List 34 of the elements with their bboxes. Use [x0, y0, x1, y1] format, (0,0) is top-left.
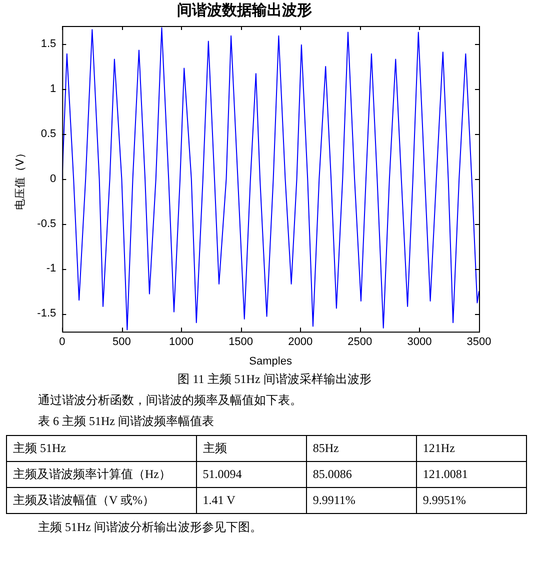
x-tick-label: 0	[59, 336, 66, 348]
x-tick-label: 3000	[407, 336, 432, 348]
text: 表 6 主频 51Hz 间谐波频率幅值表	[38, 414, 215, 429]
x-tick-label: 3500	[466, 336, 492, 348]
y-tick-label: -1.5	[37, 308, 56, 320]
text: 9.9911%	[306, 488, 416, 514]
chart-title: 间谐波数据输出波形	[177, 0, 312, 19]
y-tick-label: 1.5	[40, 38, 56, 50]
text: 85.0086	[306, 462, 416, 488]
text: 主频 51Hz 间谐波分析输出波形参见下图。	[38, 520, 263, 535]
text: 主频及谐波幅值（V 或%）	[6, 488, 196, 514]
text: 主频	[196, 436, 306, 462]
x-tick-label: 500	[112, 336, 131, 348]
x-axis-title: Samples	[249, 355, 292, 368]
x-tick-label: 2000	[288, 336, 313, 348]
text: 121.0081	[416, 462, 526, 488]
caption: 图 11 主频 51Hz 间谐波采样输出波形	[176, 372, 372, 387]
text: 主频及谐波频率计算值（Hz）	[6, 462, 196, 488]
text: 85Hz	[306, 436, 416, 462]
y-axis-title: 电压值（V）	[13, 148, 26, 210]
text: 主频 51Hz	[6, 436, 196, 462]
text: 51.0094	[196, 462, 306, 488]
y-tick-label: 0.5	[40, 128, 56, 140]
y-tick-label: 0	[50, 172, 56, 185]
x-tick-label: 1000	[169, 336, 194, 348]
x-tick-label: 1500	[228, 336, 254, 348]
text: 9.9951%	[416, 488, 526, 514]
text: 121Hz	[416, 436, 526, 462]
y-tick-label: 1	[50, 82, 56, 95]
text: 通过谐波分析函数，间谐波的频率及幅值如下表。	[38, 393, 303, 408]
y-tick-label: -1	[46, 262, 56, 275]
y-tick-label: -0.5	[37, 218, 56, 230]
text: 1.41 V	[196, 488, 306, 514]
x-tick-label: 2500	[348, 336, 372, 348]
